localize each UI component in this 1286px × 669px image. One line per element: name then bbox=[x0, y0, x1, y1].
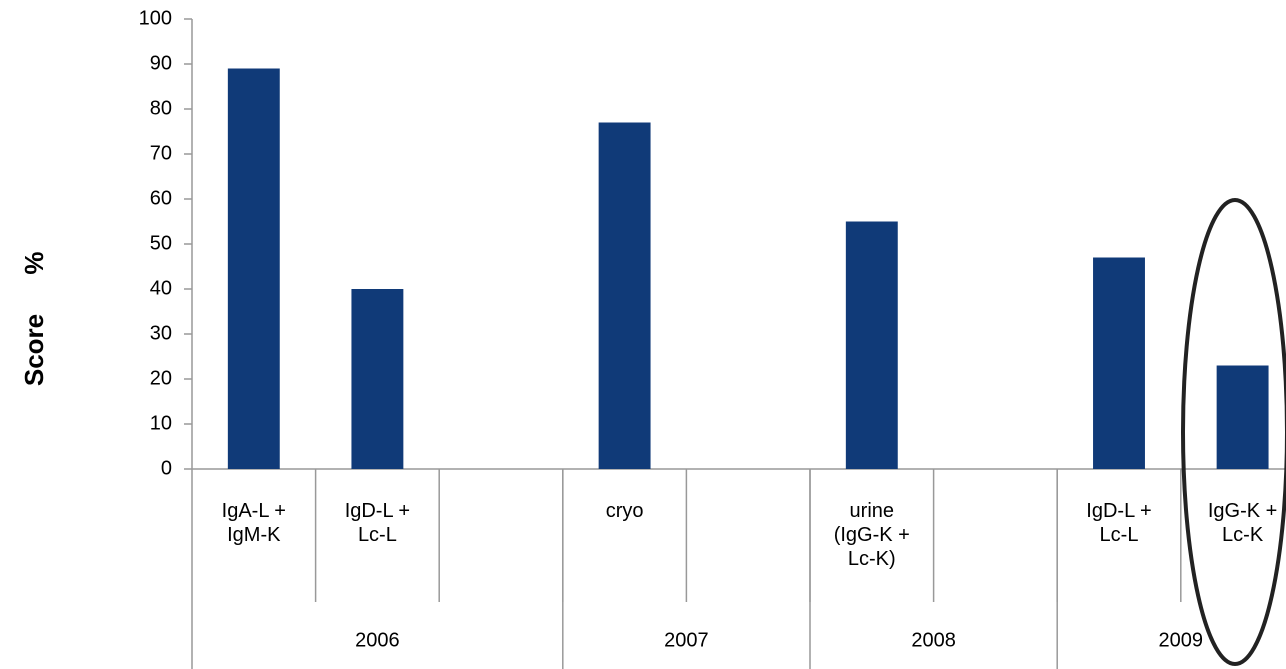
y-tick-label: 100 bbox=[139, 7, 172, 29]
y-tick-label: 40 bbox=[150, 277, 172, 299]
group-label: 2007 bbox=[664, 629, 709, 651]
y-tick-label: 0 bbox=[161, 457, 172, 479]
group-label: 2006 bbox=[355, 629, 400, 651]
y-axis-unit: % bbox=[19, 251, 49, 274]
y-tick-label: 60 bbox=[150, 187, 172, 209]
group-label: 2008 bbox=[911, 629, 956, 651]
y-tick-label: 10 bbox=[150, 412, 172, 434]
y-tick-label: 50 bbox=[150, 232, 172, 254]
y-axis-label: Score bbox=[19, 314, 49, 386]
y-tick-label: 90 bbox=[150, 52, 172, 74]
x-tick-label: IgG-K + Lc-K bbox=[1207, 500, 1278, 546]
x-tick-label: IgD-L + Lc-L bbox=[1086, 500, 1152, 546]
bar bbox=[1093, 257, 1145, 469]
y-tick-label: 70 bbox=[150, 142, 172, 164]
x-tick-label: cryo bbox=[605, 500, 644, 522]
x-tick-label: IgD-L + Lc-L bbox=[344, 500, 411, 546]
bar bbox=[845, 221, 898, 469]
x-tick-label: IgA-L + IgM-K bbox=[221, 500, 286, 546]
bar bbox=[1216, 365, 1269, 469]
group-label: 2009 bbox=[1159, 629, 1204, 651]
bar bbox=[227, 68, 280, 469]
highlight-ellipse bbox=[1181, 198, 1286, 666]
y-tick-label: 30 bbox=[150, 322, 172, 344]
x-tick-label: urine (IgG-K + Lc-K) bbox=[833, 500, 910, 570]
bar bbox=[598, 122, 651, 469]
bar bbox=[351, 289, 404, 469]
y-tick-label: 20 bbox=[150, 367, 172, 389]
y-tick-label: 80 bbox=[150, 97, 172, 119]
